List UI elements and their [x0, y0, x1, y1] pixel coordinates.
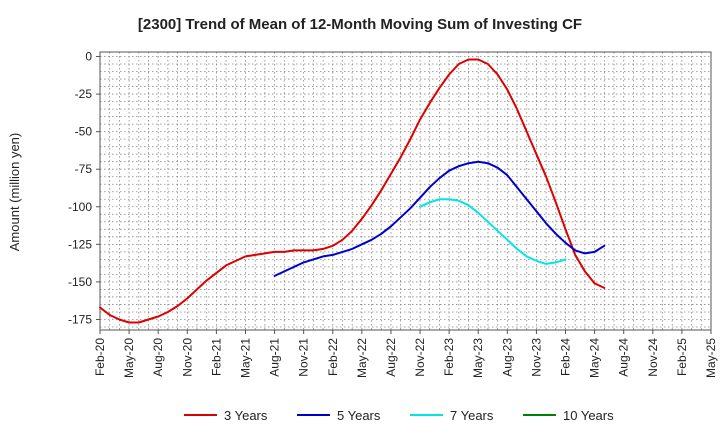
x-tick-label: Feb-21 [209, 338, 223, 376]
grid-lines [100, 52, 711, 330]
x-tick-label: Nov-21 [297, 338, 311, 377]
series-lines [99, 58, 606, 324]
series-line-7-years [419, 198, 567, 265]
y-tick-label: -100 [68, 200, 92, 214]
legend-label: 5 Years [337, 408, 381, 423]
x-tick-label: May-21 [238, 338, 252, 378]
x-tick-label: Feb-22 [326, 338, 340, 376]
x-tick-label: Feb-23 [442, 338, 456, 376]
x-tick-label: Aug-23 [500, 338, 514, 377]
chart-title: [2300] Trend of Mean of 12-Month Moving … [138, 16, 582, 33]
series-line-5-years [273, 160, 606, 277]
legend: 3 Years 5 Years 7 Years 10 Years [184, 408, 614, 423]
x-tick-label: Aug-20 [151, 338, 165, 377]
x-tick-label: May-25 [704, 338, 718, 378]
legend-label: 3 Years [224, 408, 268, 423]
y-axis-label: Amount (million yen) [7, 133, 22, 252]
x-tick-label: May-23 [471, 338, 485, 378]
x-tick-label: May-20 [122, 338, 136, 378]
y-tick-label: -125 [68, 237, 92, 251]
x-tick-label: Nov-22 [413, 338, 427, 377]
x-tick-label: Aug-21 [268, 338, 282, 377]
x-tick-label: Nov-20 [180, 338, 194, 377]
series-line-3-years [99, 58, 606, 324]
x-tick-label: Aug-24 [617, 338, 631, 377]
x-tick-label: Nov-24 [646, 338, 660, 377]
legend-label: 7 Years [450, 408, 494, 423]
x-tick-label: Feb-20 [93, 338, 107, 376]
x-tick-label: May-24 [588, 338, 602, 378]
y-axis-ticks: 0 -25 -50 -75 -100 -125 -150 -175 [68, 50, 100, 326]
x-axis-ticks: Feb-20 May-20 Aug-20 Nov-20 Feb-21 May-21 Aug-… [93, 330, 718, 378]
y-tick-label: 0 [85, 50, 92, 64]
x-tick-label: Feb-25 [675, 338, 689, 376]
x-tick-label: Feb-24 [559, 338, 573, 376]
y-tick-label: -175 [68, 312, 92, 326]
plot-area [99, 51, 712, 331]
y-tick-label: -50 [75, 125, 93, 139]
x-tick-label: May-22 [355, 338, 369, 378]
y-tick-label: -75 [75, 162, 93, 176]
x-tick-label: Nov-23 [529, 338, 543, 377]
y-tick-label: -25 [75, 87, 93, 101]
legend-label: 10 Years [563, 408, 614, 423]
x-tick-label: Aug-22 [384, 338, 398, 377]
y-tick-label: -150 [68, 275, 92, 289]
